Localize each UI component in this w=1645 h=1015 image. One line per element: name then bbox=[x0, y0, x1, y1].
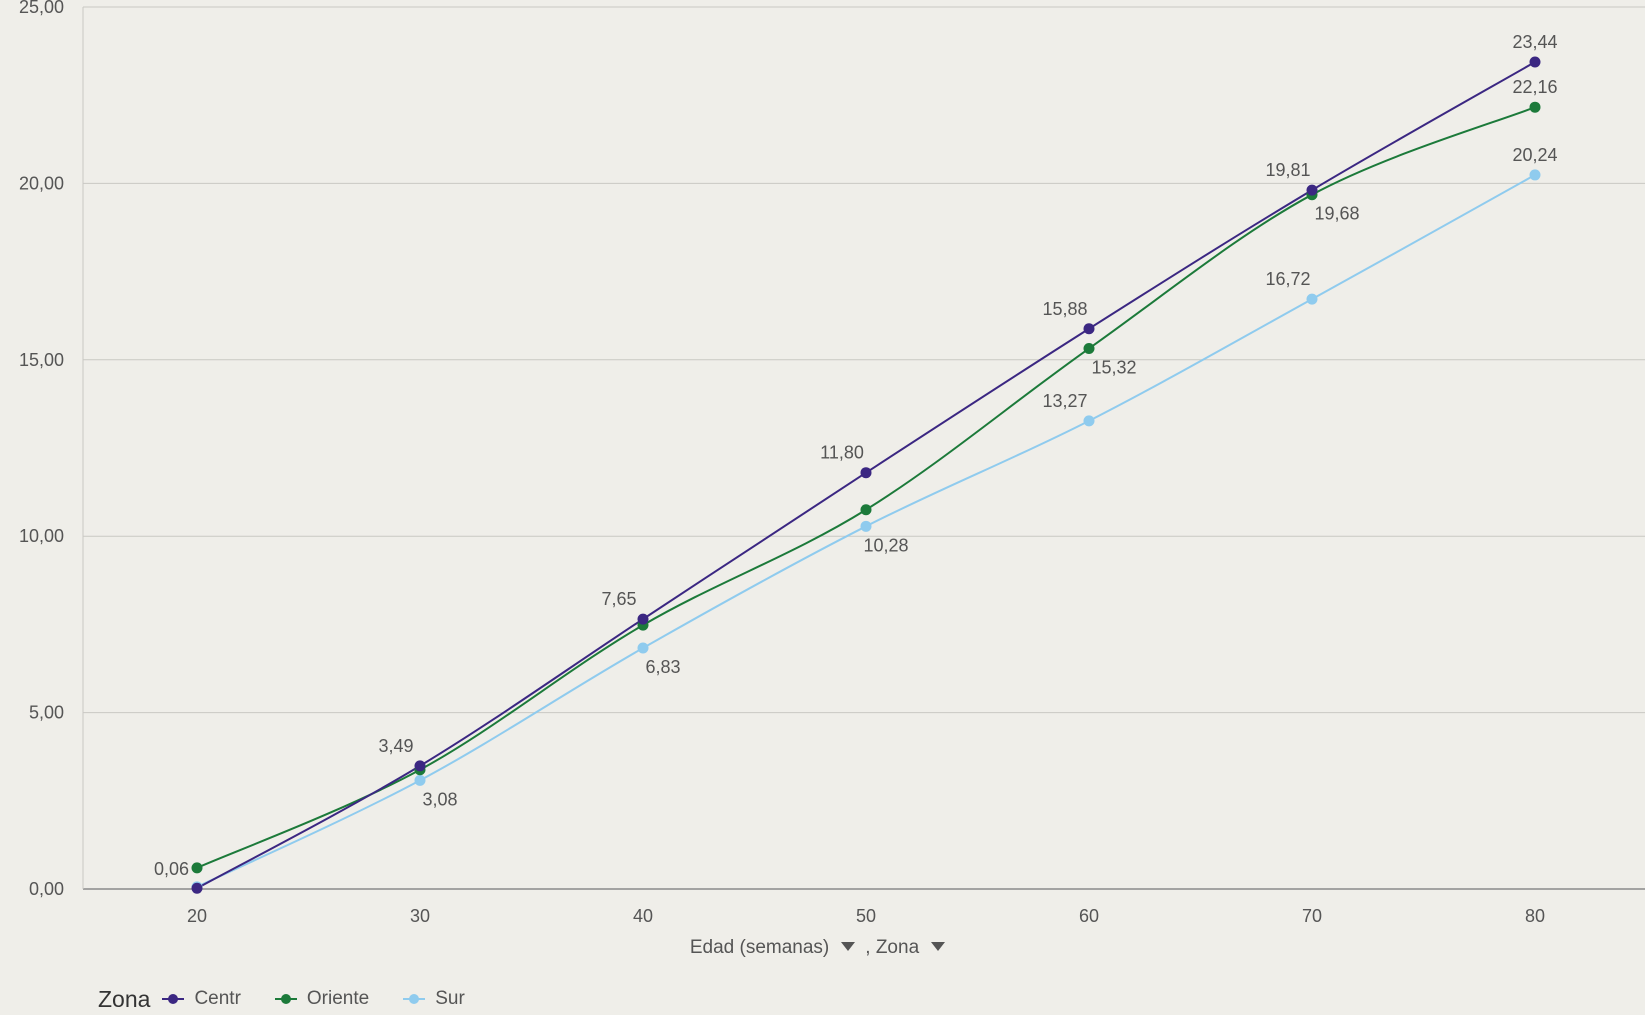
legend-item-sur[interactable]: Sur bbox=[403, 988, 465, 1010]
y-tick-label: 15,00 bbox=[19, 350, 64, 370]
y-tick-label: 20,00 bbox=[19, 173, 64, 193]
legend-dot-centr bbox=[168, 994, 179, 1004]
legend-title: Zona bbox=[98, 985, 151, 1012]
data-point-centr bbox=[637, 613, 649, 625]
legend-label-sur: Sur bbox=[435, 988, 465, 1009]
data-point-oriente bbox=[1083, 343, 1095, 355]
data-point-centr bbox=[1306, 184, 1318, 196]
data-label-oriente: 19,68 bbox=[1314, 204, 1359, 224]
data-point-sur bbox=[860, 520, 872, 532]
data-point-centr bbox=[414, 760, 426, 772]
data-label-sur: 6,83 bbox=[645, 657, 680, 677]
x-axis-label: Edad (semanas) bbox=[689, 937, 830, 958]
data-point-centr bbox=[191, 882, 203, 894]
data-point-centr bbox=[1083, 323, 1095, 335]
y-tick-label: 5,00 bbox=[29, 703, 64, 723]
y-tick-label: 0,00 bbox=[29, 879, 64, 899]
x-tick-label: 20 bbox=[187, 906, 207, 926]
data-label-sur: 16,72 bbox=[1265, 269, 1310, 289]
data-point-sur bbox=[1083, 415, 1095, 427]
legend: Zona Centr Oriente Sur bbox=[98, 985, 499, 1013]
data-label-sur: 10,28 bbox=[863, 535, 908, 555]
x-tick-label: 30 bbox=[410, 906, 430, 926]
x-tick-label: 80 bbox=[1525, 906, 1545, 926]
legend-dot-sur bbox=[409, 994, 420, 1004]
legend-item-oriente[interactable]: Oriente bbox=[274, 988, 370, 1010]
data-point-sur bbox=[414, 774, 426, 786]
legend-swatch-oriente-icon bbox=[274, 993, 297, 1005]
legend-swatch-centr-icon bbox=[162, 993, 185, 1005]
x-tick-label: 50 bbox=[856, 906, 876, 926]
data-label-centr: 15,88 bbox=[1042, 299, 1087, 319]
y-tick-label: 10,00 bbox=[19, 526, 64, 546]
data-point-centr bbox=[1529, 56, 1541, 68]
legend-item-centr[interactable]: Centr bbox=[162, 988, 241, 1010]
x-tick-label: 70 bbox=[1302, 906, 1322, 926]
data-point-oriente bbox=[191, 862, 203, 874]
data-point-oriente bbox=[860, 504, 872, 516]
legend-dot-oriente bbox=[280, 994, 291, 1004]
data-point-sur bbox=[1529, 169, 1541, 181]
data-label-oriente: 15,32 bbox=[1091, 358, 1136, 378]
data-label-centr: 19,81 bbox=[1265, 160, 1310, 180]
legend-label-centr: Centr bbox=[194, 988, 241, 1009]
data-point-sur bbox=[637, 642, 649, 654]
data-label-centr: 11,80 bbox=[820, 443, 864, 463]
data-label-sur: 20,24 bbox=[1512, 145, 1557, 165]
legend-label-oriente: Oriente bbox=[306, 988, 370, 1009]
data-label-sur: 13,27 bbox=[1042, 391, 1087, 411]
data-label-sur: 3,08 bbox=[422, 789, 457, 809]
data-label-centr: 7,65 bbox=[601, 589, 636, 609]
y-tick-label: 25,00 bbox=[19, 0, 64, 17]
data-label-centr: 3,49 bbox=[378, 736, 413, 756]
x-axis-sort-dropdown-icon[interactable] bbox=[841, 942, 856, 952]
data-label-sur: 0,06 bbox=[154, 859, 189, 879]
x-tick-label: 60 bbox=[1079, 906, 1099, 926]
x-axis-label-extra: , Zona bbox=[865, 937, 920, 958]
legend-swatch-sur-icon bbox=[403, 993, 426, 1005]
zona-sort-dropdown-icon[interactable] bbox=[931, 942, 946, 952]
data-label-centr: 23,44 bbox=[1512, 32, 1557, 52]
x-tick-label: 40 bbox=[633, 906, 653, 926]
data-point-centr bbox=[860, 467, 872, 479]
data-label-oriente: 22,16 bbox=[1512, 77, 1557, 97]
data-point-oriente bbox=[1529, 101, 1541, 113]
data-point-sur bbox=[1306, 293, 1318, 305]
x-axis-title: Edad (semanas) , Zona bbox=[0, 937, 1645, 959]
